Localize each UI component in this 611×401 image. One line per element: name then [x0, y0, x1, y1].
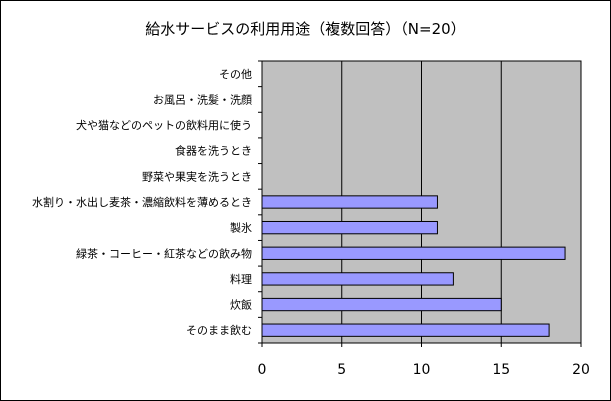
x-tick-label: 0 — [258, 362, 267, 378]
bar — [261, 297, 502, 312]
category-label: 食器を洗うとき — [175, 144, 252, 158]
x-tick-label: 10 — [413, 362, 431, 378]
category-label: 緑茶・コーヒー・紅茶などの飲み物 — [76, 246, 252, 260]
bar — [261, 323, 550, 337]
category-label: その他 — [219, 68, 252, 81]
bar — [261, 195, 438, 209]
category-label: そのまま飲む — [186, 323, 252, 337]
x-tick-label: 5 — [337, 362, 346, 378]
bar — [261, 220, 438, 235]
category-label: 炊飯 — [230, 298, 252, 312]
category-label: 野菜や果実を洗うとき — [142, 169, 252, 183]
x-tick-label: 20 — [572, 362, 590, 378]
category-label: 犬や猫などのペットの飲料用に使う — [76, 118, 252, 132]
bar — [261, 272, 454, 286]
category-label: お風呂・洗髪・洗顔 — [153, 92, 252, 106]
category-label: 水割り・水出し麦茶・濃縮飲料を薄めるとき — [32, 195, 252, 209]
category-label: 料理 — [230, 272, 252, 286]
chart-title: 給水サービスの利用用途（複数回答）（N=20） — [145, 20, 466, 38]
category-label: 製氷 — [230, 221, 252, 235]
bar — [261, 246, 566, 260]
x-tick-label: 15 — [492, 362, 510, 378]
